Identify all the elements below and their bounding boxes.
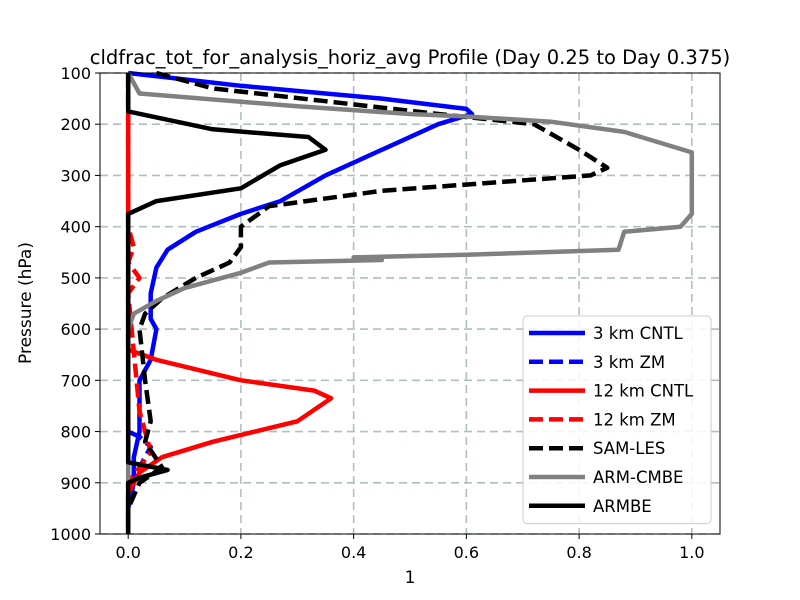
legend-label-12-km-cntl: 12 km CNTL [593,382,694,401]
series-line-arm-cmbe [125,71,695,534]
plot-frame [99,72,721,535]
y-tick-label: 200 [60,115,91,134]
legend-box [522,315,712,525]
legend-label-3-km-cntl: 3 km CNTL [593,324,684,343]
x-tick-label: 0.4 [341,543,366,562]
legend-label-12-km-zm: 12 km ZM [593,410,676,429]
x-tick-label: 0.0 [115,543,140,562]
legend: 3 km CNTL 3 km ZM 12 km CNTL 12 km ZM SAM-LE… [522,315,712,525]
y-axis-label: Pressure (hPa) [16,242,36,364]
legend-label-arm-cmbe: ARM-CMBE [593,468,683,487]
y-tick-label: 300 [60,166,91,185]
x-axis-label: 1 [405,568,416,588]
legend-label-3-km-zm: 3 km ZM [593,353,665,372]
y-tick-label: 500 [60,269,91,288]
x-tick-label: 0.2 [228,543,253,562]
series-line-armbe [125,73,328,534]
x-tick-label: 0.6 [454,543,479,562]
y-tick-label: 600 [60,320,91,339]
legend-label-armbe: ARMBE [593,497,652,516]
x-tick-label: 1.0 [679,543,704,562]
y-tick-label: 1000 [50,525,91,544]
legend-label-sam-les: SAM-LES [593,439,665,458]
y-tick-label: 700 [60,371,91,390]
series-line-sam-les [125,70,610,534]
y-tick-label: 800 [60,423,91,442]
y-tick-label: 900 [60,474,91,493]
chart-title: cldfrac_tot_for_analysis_horiz_avg Profi… [90,46,731,69]
x-tick-label: 0.8 [566,543,591,562]
y-tick-label: 100 [60,64,91,83]
y-tick-label: 400 [60,218,91,237]
tick-layer: 0.0 0.2 0.4 0.6 0.8 1.0 100 200 300 400 500 600 700 8… [50,64,704,562]
series-layer [125,70,695,534]
